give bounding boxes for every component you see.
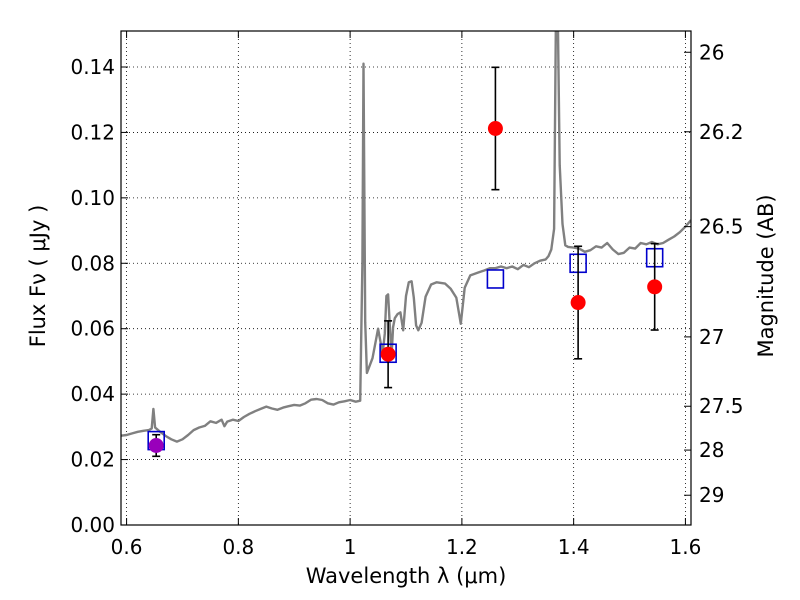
x-tick-label: 1.2 bbox=[446, 535, 478, 559]
model-square-point bbox=[486, 269, 505, 289]
observed-flux-point bbox=[570, 295, 586, 311]
y2-tick-label: 27.5 bbox=[699, 394, 744, 418]
y2-tick-label: 26.2 bbox=[699, 120, 744, 144]
y-tick-label: 0.12 bbox=[70, 120, 115, 144]
y-axis-label: Flux Fν ( μJy ) bbox=[26, 205, 50, 348]
x-tick-label: 1.6 bbox=[670, 535, 702, 559]
x-tick-label: 0.6 bbox=[111, 535, 143, 559]
observed-flux-point bbox=[380, 346, 396, 362]
y2-tick-label: 26.5 bbox=[699, 215, 744, 239]
y2-tick-label: 26 bbox=[699, 40, 724, 64]
plot-area bbox=[121, 31, 691, 458]
y-tick-label: 0.10 bbox=[70, 186, 115, 210]
x-tick-label: 1 bbox=[344, 535, 357, 559]
x-tick-label: 1.4 bbox=[558, 535, 590, 559]
observed-flux-point bbox=[647, 279, 663, 295]
y-tick-label: 0.14 bbox=[70, 55, 115, 79]
y2-tick-label: 29 bbox=[699, 483, 724, 507]
y-tick-label: 0.04 bbox=[70, 382, 115, 406]
y-tick-label: 0.00 bbox=[70, 513, 115, 537]
x-tick-label: 0.8 bbox=[222, 535, 254, 559]
spectrum-line bbox=[121, 31, 691, 443]
y2-axis-label: Magnitude (AB) bbox=[754, 194, 778, 357]
axis-ticks: 0.6 0.8 1 1.2 1.4 1.6 0.00 0.02 0.04 0.06 0.08 0.10… bbox=[70, 31, 744, 559]
y2-tick-label: 27 bbox=[699, 325, 724, 349]
y-tick-label: 0.02 bbox=[70, 448, 115, 472]
x-axis-label: Wavelength λ (μm) bbox=[306, 564, 507, 588]
plot-frame bbox=[120, 30, 692, 526]
observed-flux-point bbox=[487, 120, 503, 136]
observed-flux-point bbox=[148, 438, 164, 454]
y-tick-label: 0.06 bbox=[70, 317, 115, 341]
y-tick-label: 0.08 bbox=[70, 251, 115, 275]
y2-tick-label: 28 bbox=[699, 438, 724, 462]
